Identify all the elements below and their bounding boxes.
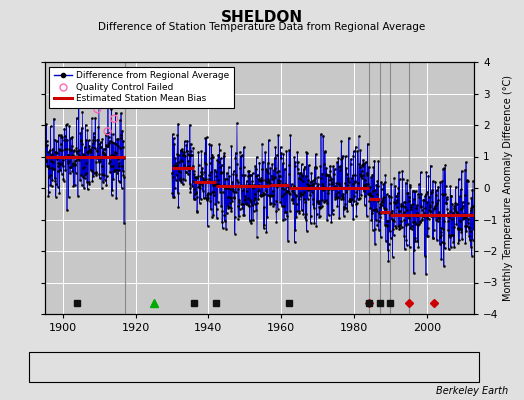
Point (118, 97, 127, 103)
Text: ■: ■ (385, 362, 396, 372)
Text: Difference of Station Temperature Data from Regional Average: Difference of Station Temperature Data f… (99, 22, 425, 32)
Text: Berkeley Earth: Berkeley Earth (436, 386, 508, 396)
Y-axis label: Monthly Temperature Anomaly Difference (°C): Monthly Temperature Anomaly Difference (… (503, 75, 513, 301)
Point (110, 116, 118, 122)
Text: Time of Obs. Change: Time of Obs. Change (259, 362, 354, 372)
Legend: Difference from Regional Average, Quality Control Failed, Estimated Station Mean: Difference from Regional Average, Qualit… (49, 66, 234, 108)
Point (103, 128, 112, 134)
Text: Empirical Break: Empirical Break (398, 362, 470, 372)
Text: SHELDON: SHELDON (221, 10, 303, 25)
Text: Station Move: Station Move (47, 362, 107, 372)
Text: ▲: ▲ (140, 362, 148, 372)
Text: Record Gap: Record Gap (153, 362, 205, 372)
Point (93, 106, 102, 112)
Text: ◆: ◆ (35, 362, 43, 372)
Text: ▼: ▼ (247, 362, 256, 372)
